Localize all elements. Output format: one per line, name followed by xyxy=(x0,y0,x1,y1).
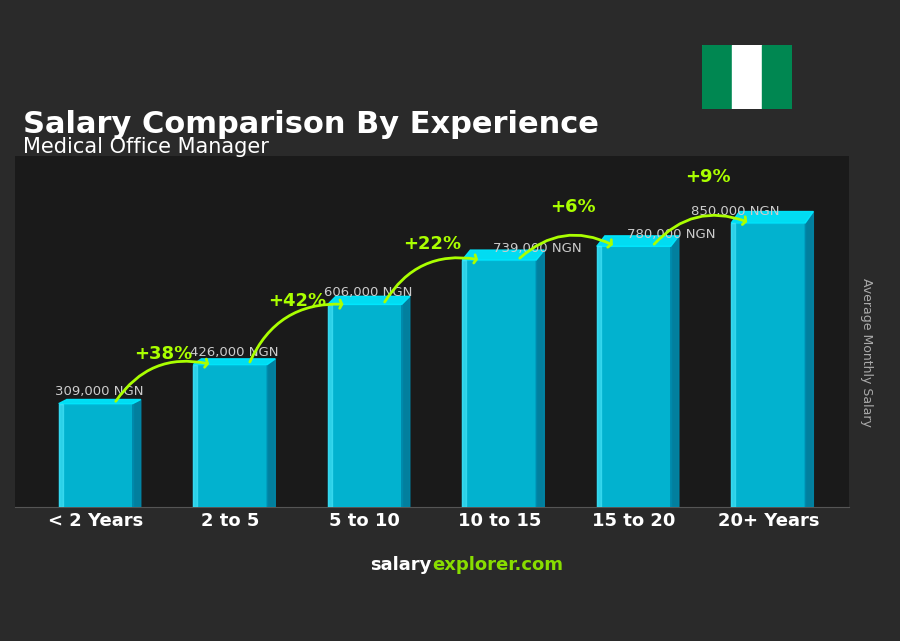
Bar xyxy=(732,45,762,109)
Polygon shape xyxy=(267,359,275,507)
Text: 606,000 NGN: 606,000 NGN xyxy=(324,286,413,299)
Polygon shape xyxy=(536,250,544,507)
Bar xyxy=(762,45,792,109)
Polygon shape xyxy=(132,399,140,507)
Polygon shape xyxy=(401,296,410,507)
Text: 739,000 NGN: 739,000 NGN xyxy=(492,242,581,254)
Polygon shape xyxy=(732,212,814,223)
Text: explorer.com: explorer.com xyxy=(432,556,563,574)
Polygon shape xyxy=(670,236,679,507)
Text: 426,000 NGN: 426,000 NGN xyxy=(190,346,278,359)
Polygon shape xyxy=(58,399,140,404)
Polygon shape xyxy=(194,365,267,507)
Bar xyxy=(328,304,401,507)
Text: Medical Office Manager: Medical Office Manager xyxy=(23,137,269,157)
Text: +22%: +22% xyxy=(403,235,461,253)
Text: Salary Comparison By Experience: Salary Comparison By Experience xyxy=(23,110,599,140)
Polygon shape xyxy=(194,359,275,365)
Polygon shape xyxy=(597,246,670,507)
Polygon shape xyxy=(806,212,814,507)
Polygon shape xyxy=(463,260,466,507)
Bar xyxy=(194,365,267,507)
Text: +9%: +9% xyxy=(685,168,731,186)
Bar xyxy=(463,260,536,507)
Text: 309,000 NGN: 309,000 NGN xyxy=(56,385,144,398)
Polygon shape xyxy=(597,246,601,507)
Polygon shape xyxy=(732,223,735,507)
Bar xyxy=(702,45,732,109)
Text: 780,000 NGN: 780,000 NGN xyxy=(627,228,716,241)
Text: 850,000 NGN: 850,000 NGN xyxy=(690,204,779,218)
Bar xyxy=(58,404,132,507)
Polygon shape xyxy=(328,304,401,507)
Polygon shape xyxy=(58,404,63,507)
Polygon shape xyxy=(597,236,679,246)
Polygon shape xyxy=(328,304,332,507)
Bar xyxy=(732,223,806,507)
Text: +42%: +42% xyxy=(268,292,327,310)
Polygon shape xyxy=(194,365,197,507)
Polygon shape xyxy=(732,223,806,507)
Text: +38%: +38% xyxy=(134,345,192,363)
Bar xyxy=(597,246,670,507)
Text: +6%: +6% xyxy=(551,198,596,216)
Polygon shape xyxy=(328,296,410,304)
Polygon shape xyxy=(463,250,544,260)
Text: Average Monthly Salary: Average Monthly Salary xyxy=(860,278,873,427)
Polygon shape xyxy=(463,260,536,507)
Polygon shape xyxy=(58,404,132,507)
Text: salary: salary xyxy=(371,556,432,574)
